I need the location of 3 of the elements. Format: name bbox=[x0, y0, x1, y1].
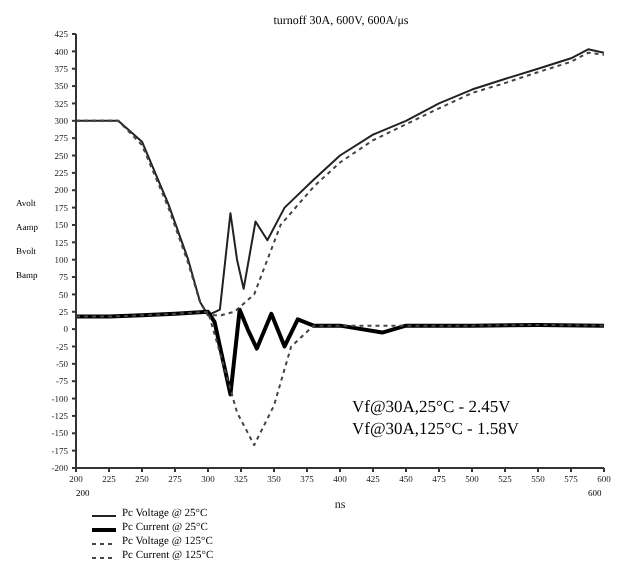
annotation: Vf@30A,125°C - 1.58V bbox=[352, 418, 519, 440]
line-series bbox=[76, 307, 604, 397]
annotation: Vf@30A,25°C - 2.45V bbox=[352, 396, 513, 418]
